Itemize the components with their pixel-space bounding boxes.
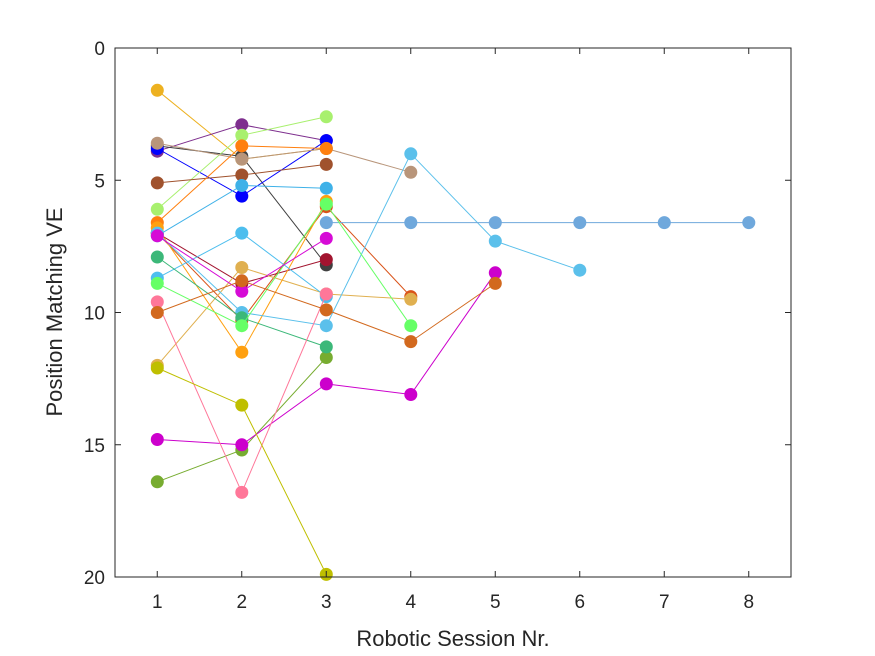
series-21-point-2 (235, 284, 249, 298)
x-axis-title: Robotic Session Nr. (356, 626, 549, 651)
series-14-point-5 (488, 234, 502, 248)
x-tick-label-7: 7 (659, 592, 670, 613)
series-5-point-1 (150, 202, 164, 216)
series-7 (150, 157, 333, 190)
series-8-point-3 (319, 142, 333, 155)
series-16-point-6 (742, 216, 756, 230)
series-24-point-3 (319, 303, 333, 317)
series-14-line (156, 152, 580, 327)
series-7-point-2 (235, 168, 249, 182)
series-19-point-4 (404, 319, 418, 333)
x-tick-label-5: 5 (490, 592, 501, 613)
series-8-point-2 (235, 139, 249, 153)
x-tick-label-6: 6 (574, 592, 585, 613)
series-14-point-4 (404, 147, 418, 161)
series-20-point-2 (235, 438, 249, 452)
series-20-point-1 (150, 433, 164, 446)
series-16-point-5 (657, 216, 671, 230)
series-22-point-3 (319, 287, 333, 301)
series-13-point-3 (319, 181, 333, 195)
series-20 (150, 266, 502, 452)
series-19-point-1 (150, 276, 164, 290)
series-6-point-2 (235, 152, 249, 166)
series-16 (319, 216, 756, 230)
series-14-point-3 (319, 319, 333, 333)
series-18-point-1 (150, 250, 164, 264)
y-tick-label-20: 20 (84, 568, 105, 589)
series-23 (150, 361, 333, 581)
series-6-point-4 (404, 165, 418, 179)
series-20-point-5 (488, 266, 502, 280)
series-22-point-1 (150, 295, 164, 309)
series-23-point-2 (235, 398, 249, 412)
series-16-point-1 (319, 216, 333, 230)
series-21-point-3 (319, 231, 333, 245)
series-11-point-4 (404, 292, 418, 306)
series-1-point-1 (150, 83, 164, 97)
series-20-point-4 (404, 388, 418, 401)
x-tick-label-2: 2 (236, 592, 247, 613)
series-17-point-3 (319, 351, 333, 364)
series-24-point-2 (235, 274, 249, 288)
series-18 (150, 250, 333, 354)
series-5-point-3 (319, 110, 333, 124)
y-tick-label-0: 0 (94, 39, 105, 60)
series-16-point-2 (404, 216, 418, 230)
series-6-point-1 (150, 136, 164, 150)
series-15-point-2 (235, 226, 249, 240)
series-17-point-1 (150, 475, 164, 489)
series-22 (150, 287, 333, 499)
series-22-point-2 (235, 485, 249, 499)
x-tick-label-1: 1 (152, 592, 163, 613)
series-24 (150, 274, 502, 349)
series-21-point-1 (150, 229, 164, 243)
series-9-line (156, 205, 412, 322)
x-tick-label-3: 3 (321, 592, 332, 613)
series-18-point-3 (319, 340, 333, 354)
series-layer (150, 83, 756, 581)
series-14-point-6 (573, 263, 587, 277)
series-10-point-3 (319, 253, 333, 267)
series-5-point-2 (235, 128, 249, 142)
series-7-point-1 (150, 176, 164, 190)
x-tick-label-4: 4 (405, 592, 416, 613)
axes-layer: 1 2 3 4 5 6 7 8 0 5 10 15 20 (84, 39, 792, 613)
series-19-point-2 (235, 319, 249, 333)
series-24-point-5 (488, 276, 502, 290)
y-axis-title: Position Matching VE (42, 207, 67, 416)
y-tick-label-15: 15 (84, 436, 105, 457)
series-13-point-2 (235, 179, 249, 192)
series-4-point-2 (235, 189, 249, 203)
series-24-point-4 (404, 335, 418, 349)
x-tick-label-8: 8 (743, 592, 754, 613)
series-11-point-2 (235, 261, 249, 274)
series-7-point-3 (319, 157, 333, 171)
series-20-point-3 (319, 377, 333, 391)
series-11-line (156, 266, 411, 366)
series-23-point-1 (150, 361, 164, 375)
y-tick-label-5: 5 (94, 171, 105, 192)
series-2-point-2 (235, 118, 249, 132)
y-tick-label-10: 10 (84, 304, 105, 325)
series-16-point-3 (488, 216, 502, 230)
series-6-line (157, 142, 411, 173)
series-12-point-2 (235, 345, 249, 359)
series-24-point-1 (150, 306, 164, 319)
series-19-point-3 (319, 197, 333, 211)
series-21 (150, 229, 333, 298)
series-16-point-4 (573, 216, 587, 230)
series-5 (150, 110, 333, 216)
